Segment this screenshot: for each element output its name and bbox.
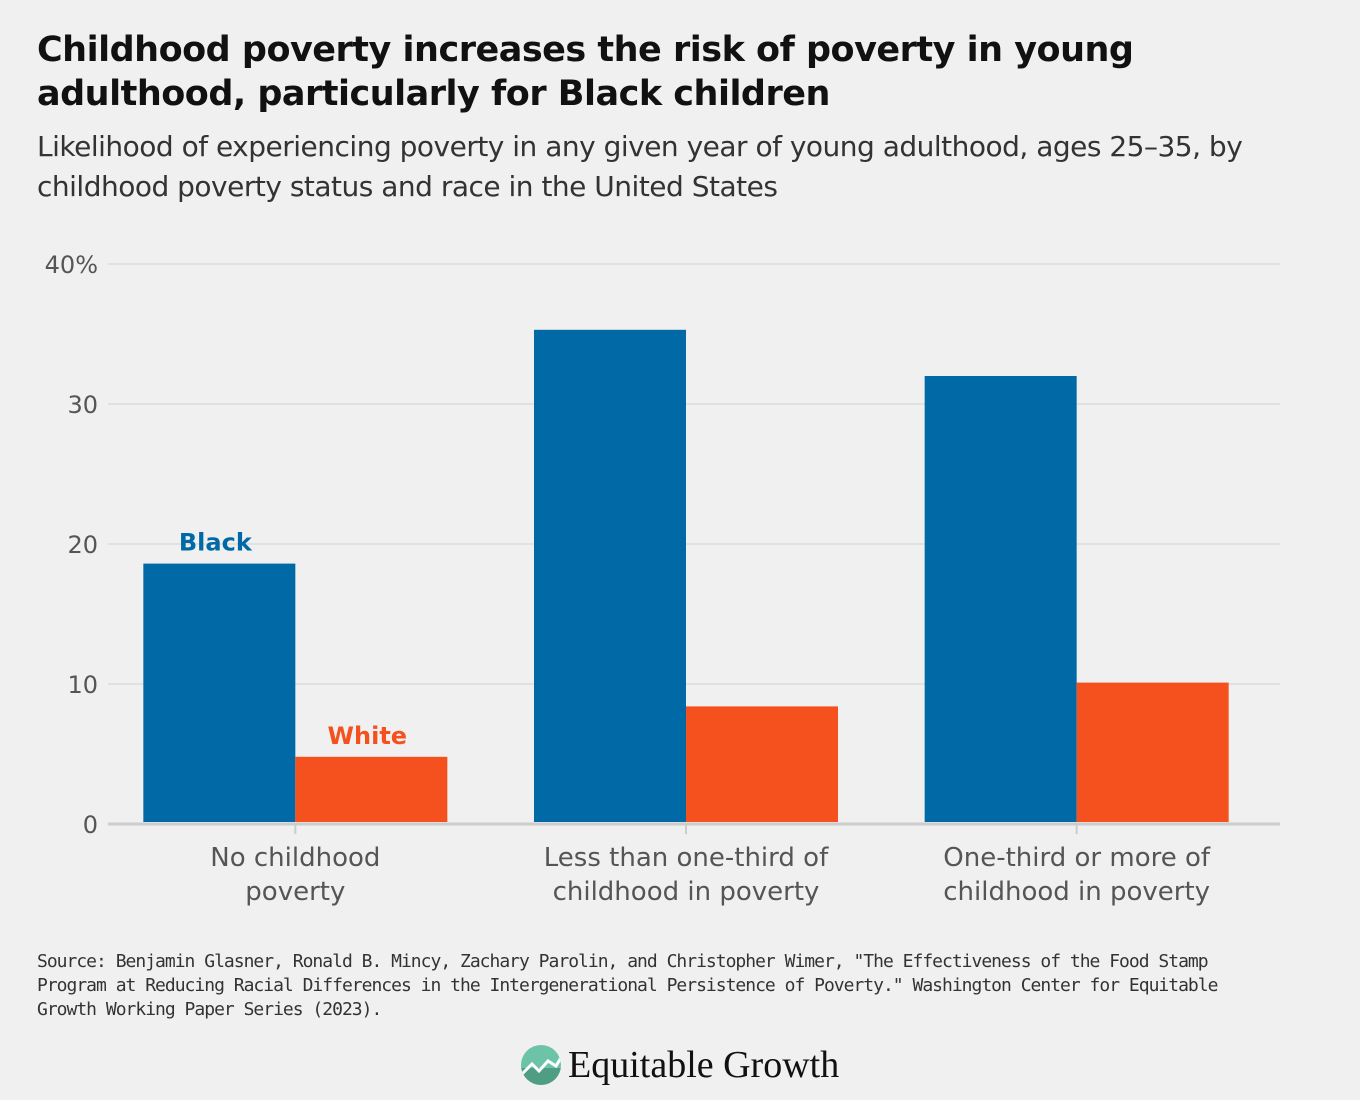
source-note: Source: Benjamin Glasner, Ronald B. Minc…: [37, 951, 1218, 1020]
equitable-growth-logo: Equitable Growth: [520, 1043, 839, 1087]
x-tick-label: One-third or more of: [943, 843, 1211, 873]
series-label-black: Black: [179, 529, 253, 557]
x-tick-label: childhood in poverty: [943, 877, 1210, 907]
y-tick-label: 30: [67, 391, 98, 419]
y-tick-label: 20: [67, 531, 98, 559]
x-tick-label: No childhood: [210, 843, 380, 873]
bar-white: [686, 706, 838, 822]
series-label-white: White: [328, 722, 408, 750]
x-tick-label: poverty: [245, 877, 345, 907]
rising-line-circle-icon: [521, 1045, 561, 1085]
bar-black: [143, 563, 296, 822]
chart-subtitle: Likelihood of experiencing poverty in an…: [37, 130, 1243, 203]
bar-white: [1076, 682, 1229, 822]
bar-chart: 0 10 20 30 40% Black White No childhood poverty L…: [45, 251, 1280, 907]
bar-black: [534, 329, 686, 822]
logo-text: Equitable Growth: [568, 1044, 840, 1086]
bar-black: [924, 376, 1077, 822]
chart-title: Childhood poverty increases the risk of …: [37, 30, 1134, 114]
bar-white: [295, 756, 448, 822]
y-tick-label: 40%: [45, 251, 98, 279]
y-tick-label: 0: [83, 811, 98, 839]
x-tick-label: Less than one-third of: [544, 843, 829, 873]
y-tick-label: 10: [67, 671, 98, 699]
x-tick-label: childhood in poverty: [553, 877, 820, 907]
